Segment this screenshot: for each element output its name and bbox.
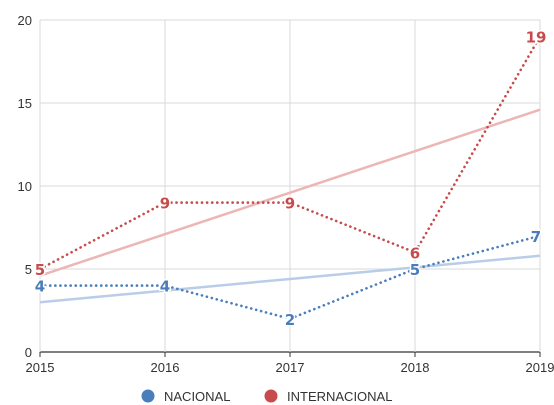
data-label-internacional: 9 — [160, 195, 170, 213]
y-axis-ticks: 0 5 10 15 20 — [18, 13, 32, 360]
data-label-internacional: 9 — [285, 195, 295, 213]
x-tick-label: 2017 — [276, 360, 305, 375]
x-tick-label: 2018 — [401, 360, 430, 375]
series-line-nacional — [38, 234, 542, 321]
grid-layer — [39, 19, 541, 357]
x-tick-label: 2019 — [526, 360, 554, 375]
x-tick-label: 2016 — [151, 360, 180, 375]
x-tick-label: 2015 — [26, 360, 55, 375]
legend-label-internacional: INTERNACIONAL — [287, 389, 392, 404]
legend-marker-nacional — [141, 389, 155, 403]
series-line-internacional — [38, 35, 542, 271]
legend-label-nacional: NACIONAL — [164, 389, 230, 404]
data-label-nacional: 7 — [531, 228, 541, 246]
series-layer — [38, 35, 542, 321]
y-tick-label: 15 — [18, 96, 32, 111]
data-label-internacional: 19 — [526, 29, 547, 47]
y-tick-label: 20 — [18, 13, 32, 28]
legend: NACIONAL INTERNACIONAL — [141, 389, 392, 404]
data-label-internacional: 6 — [410, 244, 420, 262]
trendline-internacional — [39, 108, 541, 277]
data-label-nacional: 4 — [160, 278, 170, 296]
legend-marker-internacional — [264, 389, 278, 403]
x-axis-ticks: 2015 2016 2017 2018 2019 — [26, 360, 554, 375]
data-label-nacional: 2 — [285, 311, 295, 329]
data-label-nacional: 4 — [35, 278, 45, 296]
trendline-layer — [39, 108, 541, 304]
data-label-internacional: 5 — [35, 261, 45, 279]
data-label-nacional: 5 — [410, 261, 420, 279]
y-tick-label: 0 — [25, 345, 32, 360]
data-label-layer: 4 4 2 5 7 5 9 9 6 19 — [33, 27, 548, 330]
trendline-nacional — [39, 254, 541, 304]
y-tick-label: 5 — [25, 262, 32, 277]
y-tick-label: 10 — [18, 179, 32, 194]
